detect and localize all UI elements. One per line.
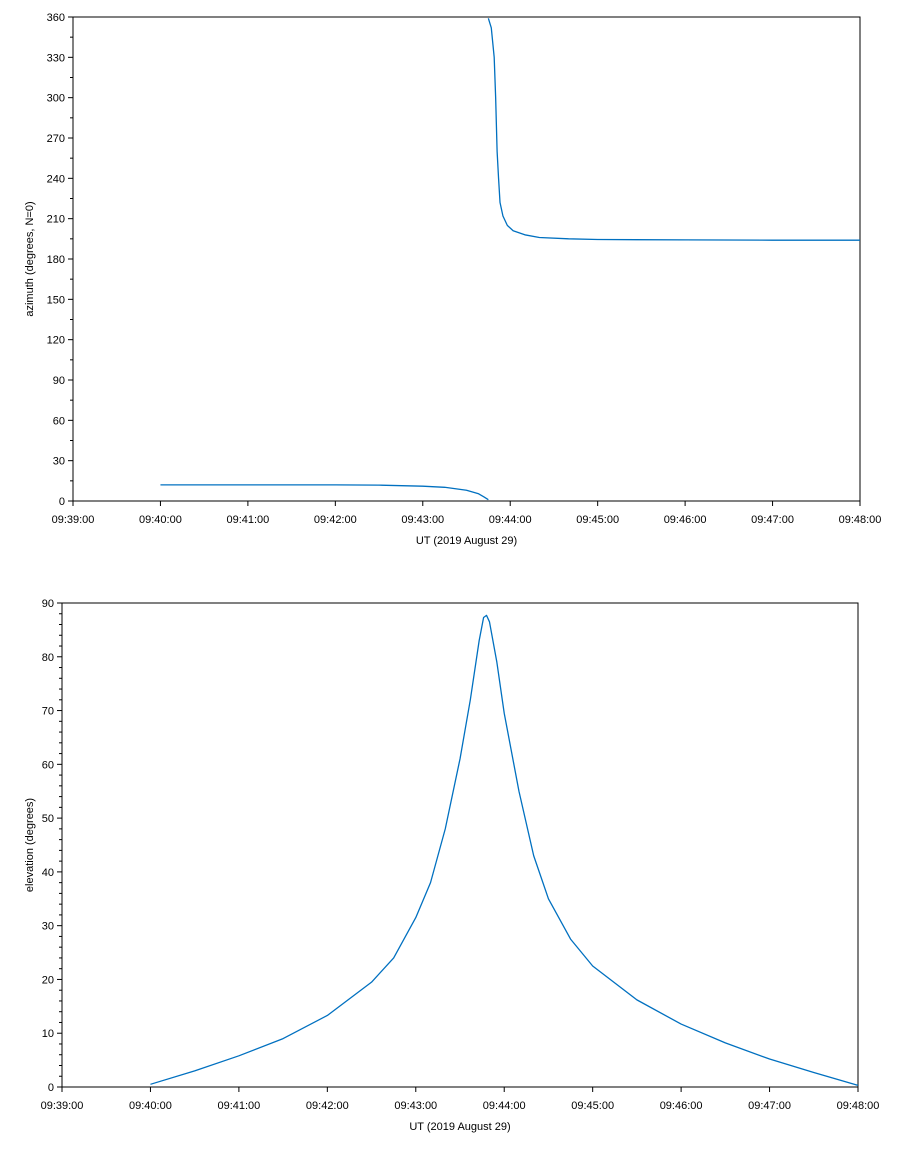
plot-area-frame [61, 602, 859, 1088]
x-tick-label: 09:41:00 [217, 1100, 260, 1112]
x-tick-label: 09:39:00 [41, 1100, 84, 1112]
x-axis-ticks: 09:39:00 09:40:00 09:41:00 09:42:00 09:43:00… [52, 501, 882, 526]
x-tick-label: 09:42:00 [306, 1100, 349, 1112]
y-tick-label: 360 [47, 12, 65, 24]
x-axis-title: UT (2019 August 29) [416, 535, 517, 547]
y-tick-label: 120 [47, 335, 65, 347]
y-axis-title: elevation (degrees) [24, 798, 36, 892]
series-group [150, 614, 859, 1087]
x-axis-ticks: 09:39:00 09:40:00 09:41:00 09:42:00 09:43:00… [41, 1087, 880, 1112]
y-tick-label: 330 [47, 52, 65, 64]
elevation-chart: 0 10 20 30 40 50 60 70 80 90 09:39:00 09:40:00 09:4… [24, 598, 879, 1133]
y-tick-label: 150 [47, 294, 65, 306]
y-tick-label: 270 [47, 133, 65, 145]
x-tick-label: 09:39:00 [52, 514, 95, 526]
x-tick-label: 09:48:00 [839, 514, 882, 526]
y-tick-label: 10 [42, 1028, 54, 1040]
x-tick-label: 09:40:00 [129, 1100, 172, 1112]
y-tick-label: 70 [42, 706, 54, 718]
y-tick-label: 20 [42, 974, 54, 986]
y-tick-label: 90 [53, 375, 65, 387]
x-tick-label: 09:40:00 [139, 514, 182, 526]
y-tick-label: 210 [47, 214, 65, 226]
x-tick-label: 09:46:00 [664, 514, 707, 526]
y-tick-label: 0 [59, 496, 65, 508]
y-tick-label: 60 [53, 415, 65, 427]
series-line [160, 484, 489, 501]
x-tick-label: 09:44:00 [489, 514, 532, 526]
y-tick-label: 40 [42, 867, 54, 879]
x-tick-label: 09:43:00 [394, 1100, 437, 1112]
x-tick-label: 09:46:00 [660, 1100, 703, 1112]
y-tick-label: 240 [47, 173, 65, 185]
x-tick-label: 09:48:00 [837, 1100, 880, 1112]
y-tick-label: 0 [48, 1082, 54, 1094]
x-tick-label: 09:45:00 [571, 1100, 614, 1112]
y-tick-label: 180 [47, 254, 65, 266]
series-group [160, 18, 860, 501]
azimuth-chart: 0 30 60 90 120 150 180 210 240 270 300 330 360 09:39… [24, 12, 881, 547]
y-tick-label: 30 [53, 456, 65, 468]
plot-area-frame [72, 16, 861, 502]
x-axis-title: UT (2019 August 29) [409, 1121, 510, 1133]
series-line [487, 18, 860, 241]
x-tick-label: 09:44:00 [483, 1100, 526, 1112]
y-tick-label: 90 [42, 598, 54, 610]
y-tick-label: 80 [42, 652, 54, 664]
x-tick-label: 09:41:00 [226, 514, 269, 526]
series-line [150, 614, 859, 1087]
x-tick-label: 09:47:00 [748, 1100, 791, 1112]
y-tick-label: 300 [47, 93, 65, 105]
x-tick-label: 09:45:00 [576, 514, 619, 526]
y-tick-label: 50 [42, 813, 54, 825]
x-tick-label: 09:47:00 [751, 514, 794, 526]
y-axis-ticks: 0 10 20 30 40 50 60 70 80 90 [42, 598, 62, 1094]
y-tick-label: 30 [42, 921, 54, 933]
x-tick-label: 09:42:00 [314, 514, 357, 526]
y-axis-title: azimuth (degrees, N=0) [24, 201, 36, 316]
y-tick-label: 60 [42, 759, 54, 771]
y-axis-ticks: 0 30 60 90 120 150 180 210 240 270 300 330 360 [47, 12, 73, 508]
x-tick-label: 09:43:00 [401, 514, 444, 526]
